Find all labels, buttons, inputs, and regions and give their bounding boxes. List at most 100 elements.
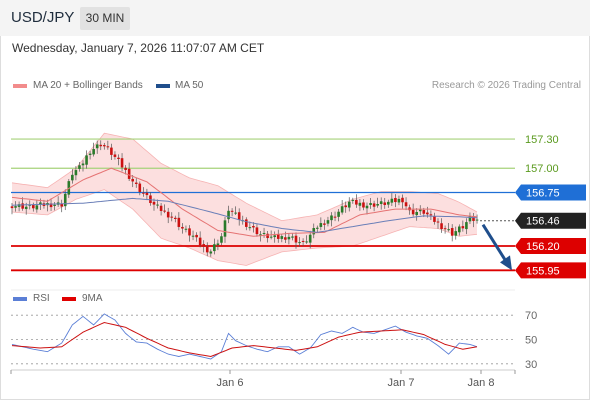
candle-body (397, 198, 401, 203)
x-tick-label-2: Jan 8 (468, 377, 495, 389)
rsi-line (11, 313, 478, 360)
candle-body (454, 231, 458, 236)
candle-body (21, 203, 24, 209)
forecast-arrow-head (500, 255, 512, 271)
candle-body (10, 206, 14, 209)
candle-body (149, 195, 152, 204)
level-tag-5: 155.95 (515, 262, 586, 279)
candle-body (227, 210, 230, 220)
candle-body (319, 223, 323, 227)
candle-body (458, 226, 461, 233)
candle-body (276, 234, 280, 239)
candle-body (131, 178, 134, 182)
candle-body (152, 201, 156, 205)
candle-body (429, 214, 433, 216)
candle-body (465, 222, 468, 230)
ma50-legend-swatch (156, 84, 170, 88)
candle-body (120, 158, 124, 168)
candle-body (28, 204, 32, 206)
candle-body (308, 234, 312, 243)
candle-body (166, 211, 170, 218)
candle-body (436, 221, 440, 223)
candle-body (85, 155, 88, 165)
x-tick-label-1: Jan 7 (388, 377, 415, 389)
ma9-legend-label: 9MA (82, 293, 103, 304)
candle-body (145, 192, 149, 196)
candle-body (78, 165, 81, 169)
bollinger-legend-label: MA 20 + Bollinger Bands (33, 80, 143, 91)
candle-body (230, 210, 234, 212)
rsi-tick-label-2: 30 (525, 359, 537, 371)
candle-body (245, 219, 248, 227)
candle-body (316, 227, 319, 229)
candle-body (63, 193, 67, 207)
rsi-ma9-line (11, 321, 478, 358)
candle-body (280, 236, 284, 239)
candle-body (411, 209, 415, 215)
candle-body (138, 183, 142, 192)
candle-body (369, 203, 372, 205)
candle-body (358, 202, 362, 206)
candle-body (255, 227, 259, 235)
candle-body (99, 144, 103, 147)
candle-body (347, 201, 351, 208)
candle-body (213, 244, 216, 252)
candle-body (475, 219, 479, 221)
timestamp: Wednesday, January 7, 2026 11:07:07 AM C… (12, 41, 265, 55)
candle-body (216, 243, 220, 246)
candle-body (404, 202, 408, 207)
candle-body (284, 237, 287, 240)
candle-body (110, 147, 113, 155)
candle-body (468, 215, 472, 222)
candle-body (234, 212, 237, 214)
level-label-2: 156.75 (526, 188, 560, 200)
bollinger-upper-line (11, 132, 478, 222)
candle-body (95, 144, 99, 149)
candle-body (443, 228, 447, 230)
candle-body (362, 202, 365, 208)
timeframe-button[interactable]: 30 MIN (80, 7, 130, 30)
candle-body (273, 235, 276, 238)
candle-body (184, 228, 188, 230)
candle-body (205, 246, 209, 253)
currency-pair-title: USD/JPY (11, 9, 75, 26)
candle-body (418, 209, 422, 212)
rsi-legend-label: RSI (33, 293, 50, 304)
candle-body (71, 174, 74, 181)
candle-body (181, 226, 184, 229)
candle-body (333, 216, 337, 218)
candle-body (355, 199, 358, 205)
candle-body (248, 227, 252, 229)
candle-body (259, 234, 262, 236)
candle-body (312, 228, 316, 235)
candle-body (74, 170, 78, 176)
candle-body (287, 236, 291, 240)
candle-body (142, 192, 145, 194)
candle-body (223, 220, 227, 237)
level-tag-box-5 (515, 262, 586, 279)
candle-body (198, 237, 202, 246)
candle-body (447, 229, 450, 231)
rsi-tick-label-1: 50 (525, 335, 537, 347)
candle-body (401, 197, 404, 203)
level-label-3: 156.46 (526, 216, 560, 228)
candle-body (340, 206, 344, 213)
candle-body (49, 203, 53, 208)
candle-body (177, 217, 181, 227)
candle-body (53, 204, 56, 206)
candle-body (450, 228, 454, 236)
candle-body (163, 210, 166, 212)
candle-body (376, 204, 379, 206)
level-label-1: 157.00 (525, 163, 559, 175)
level-label-5: 155.95 (526, 265, 560, 277)
level-tag-box-3 (515, 212, 586, 229)
candle-body (191, 235, 195, 237)
ma50-legend-label: MA 50 (175, 80, 204, 91)
candle-body (88, 153, 92, 155)
bollinger-band-area (12, 133, 477, 266)
candle-body (323, 223, 326, 225)
level-tag-box-2 (515, 184, 586, 201)
candle-body (92, 149, 95, 155)
candle-body (326, 220, 330, 224)
